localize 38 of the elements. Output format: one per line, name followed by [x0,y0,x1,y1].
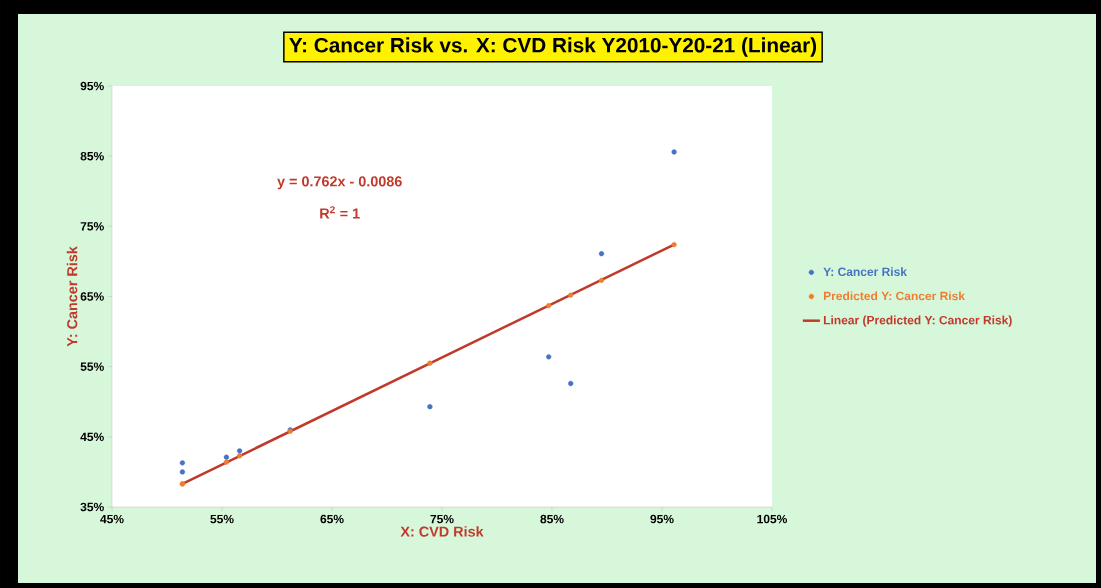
point [179,460,186,466]
legend-label: Y: Cancer Risk [823,267,907,276]
y-tick-label: 95% [80,81,104,91]
point [546,303,552,309]
annotation: R$^{2}$ = 1 [320,206,360,219]
point [598,277,605,283]
annotation: y = 0.762x - 0.0086 [277,176,402,190]
chart-title: Y: Cancer Risk vs. X: CVD Risk Y2010-Y20-21 (Linear) [289,37,817,57]
x-tick-label: 85% [540,514,564,524]
x-tick-label: 95% [650,514,674,524]
point [179,469,186,475]
point [568,380,574,387]
point [223,454,230,460]
y-axis-title: Y: Cancer Risk [66,246,78,347]
y-tick-label: 75% [80,222,104,231]
y-tick-label: 85% [80,151,104,161]
point [671,241,677,248]
y-tick-label: 55% [80,362,104,371]
point [223,459,230,465]
y-tick-label: 65% [80,292,104,301]
point [237,453,243,459]
point [598,251,605,257]
x-tick-label: 105% [757,514,788,524]
y-tick-label: 45% [80,432,104,442]
x-tick-label: 45% [100,514,124,524]
legend-label: Predicted Y: Cancer Risk [823,291,965,301]
point [568,292,574,298]
x-axis-title: X: CVD Risk [400,526,484,537]
y-tick-label: 35% [80,502,104,512]
point [546,354,552,360]
point [427,404,433,410]
x-tick-label: 75% [430,514,454,524]
point [427,360,433,366]
point [671,149,677,155]
x-tick-label: 65% [320,514,344,524]
legend-label: Linear (Predicted Y: Cancer Risk) [823,315,1012,327]
x-tick-label: 55% [210,514,234,524]
point [237,448,243,454]
